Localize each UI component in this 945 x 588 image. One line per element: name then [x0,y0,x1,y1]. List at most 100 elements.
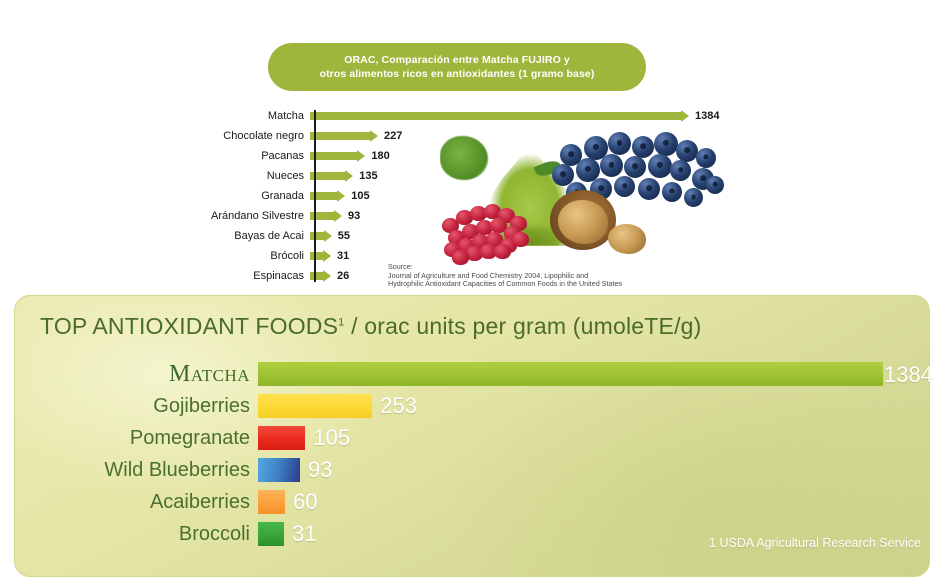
raspberry [480,244,497,259]
bottom-chart-category-label: Matcha [168,360,250,387]
top-chart-value-label: 55 [337,230,351,242]
blueberry [670,160,691,181]
blueberry [662,182,682,202]
blueberry [684,188,703,207]
bottom-chart-category-label: Pomegranate [129,426,250,449]
bottom-chart-value-label: 253 [380,393,417,418]
top-chart-bar [310,230,332,242]
raspberry [442,218,459,233]
bottom-chart-row: Broccoli 31 [0,518,945,550]
top-chart-category-label: Pacanas [261,150,304,162]
top-chart-category-label: Chocolate negro [223,130,304,142]
blueberry [696,148,716,168]
top-chart-row: Espinacas 26 [0,266,945,286]
chart-title-line-1: ORAC, Comparación entre Matcha FUJIRO y [344,53,570,66]
top-chart-bar-area: 105 [310,186,945,206]
bottom-chart-value-label: 60 [293,489,318,514]
top-chart-bar [310,170,354,182]
top-chart-category-label: Arándano Silvestre [211,210,304,222]
bottom-chart-value-label: 105 [313,425,351,450]
top-chart-value-label: 180 [371,150,390,162]
bottom-chart-value-label: 93 [307,457,333,482]
top-chart-value-label: 26 [337,270,350,282]
raspberry [486,232,503,247]
blueberry [654,132,678,156]
bottom-chart-bar-area: 31 [258,518,945,550]
blueberry [608,132,631,155]
bottom-chart-row: Acaiberries 60 [0,486,945,518]
top-chart-bar-area: 26 [310,266,945,286]
top-chart-category-label: Espinacas [253,270,304,282]
bottom-chart-value-label: 31 [292,521,317,546]
raspberry [494,244,511,259]
top-chart-bar [310,130,378,142]
raspberry [490,218,507,233]
blueberry [614,176,635,197]
bottom-chart-bar-area: 1384 [258,358,945,390]
bottom-chart-row: Gojiberries 253 [0,390,945,422]
panel-heading-rest: / orac units per gram (umoleTE/g) [344,313,702,339]
raspberry-cluster [442,200,534,265]
blueberry [632,136,654,158]
top-chart-bar-area: 135 [310,166,945,186]
top-chart-value-label: 93 [347,210,361,222]
blueberry [676,140,698,162]
bottom-chart-bar [258,490,286,514]
top-chart-bar [310,110,689,122]
raspberry [470,206,487,221]
raspberry [476,220,493,235]
green-leaf-decoration [440,136,488,180]
top-chart-section: ORAC, Comparación entre Matcha FUJIRO y … [0,0,945,300]
top-chart-bar-area: 55 [310,226,945,246]
blueberry [552,164,574,186]
bottom-chart-row: Wild Blueberries 93 [0,454,945,486]
bottom-chart-category-label: Wild Blueberries [104,458,250,481]
top-chart-bar-area: 227 [310,126,945,146]
raspberry [452,250,469,265]
top-chart-bar [310,250,331,262]
blueberry [648,154,672,178]
top-chart-category-label: Matcha [267,110,304,122]
source-label: Source: [388,262,413,271]
top-chart-bar-area: 1384 [310,106,945,126]
top-chart-row: Bayas de Acai 55 [0,226,945,246]
bottom-chart-bar [258,522,284,546]
top-chart-value-label: 1384 [695,110,720,122]
source-citation: Source: Journal of Agriculture and Food … [388,262,738,289]
top-chart-bar-area: 31 [310,246,945,266]
blueberry [638,178,660,200]
blueberry [560,144,582,166]
bottom-chart-bar-area: 93 [258,454,945,486]
top-chart-value-label: 135 [359,170,378,182]
bottom-chart-value-label: 1384 [884,362,933,387]
top-chart-value-label: 227 [384,130,403,142]
top-chart-category-label: Granada [261,190,304,202]
bottom-chart-bar [258,426,306,450]
raspberry [512,232,529,247]
panel-heading-superscript: 1 [338,316,345,329]
top-chart-bar-area: 180 [310,146,945,166]
top-chart-bar [310,210,342,222]
top-chart-bar [310,190,346,202]
blueberry [600,154,623,177]
bottom-chart-bar [258,394,373,418]
bottom-chart-category-label: Gojiberries [153,394,250,417]
raspberry [466,246,483,261]
top-chart-row: Granada 105 [0,186,945,206]
top-chart-category-label: Bayas de Acai [234,230,304,242]
top-chart-bar [310,150,366,162]
top-chart-row: Matcha 1384 [0,106,945,126]
top-chart-row: Arándano Silvestre 93 [0,206,945,226]
bottom-panel [14,295,930,577]
bottom-chart-bar-area: 253 [258,390,945,422]
bottom-chart-category-label: Broccoli [178,522,250,545]
panel-heading: TOP ANTIOXIDANT FOODS1 / orac units per … [40,313,702,340]
walnut-half [558,200,608,244]
bottom-chart-category-label: Acaiberries [149,490,250,513]
top-bar-chart: Matcha 1384 Chocolate negro 227 Pacanas 180 Nu… [0,106,945,291]
top-chart-row: Brócoli 31 [0,246,945,266]
top-chart-category-label: Brócoli [270,250,304,262]
panel-footnote: 1 USDA Agricultural Research Service [709,536,921,550]
bottom-chart-bar-area: 105 [258,422,945,454]
